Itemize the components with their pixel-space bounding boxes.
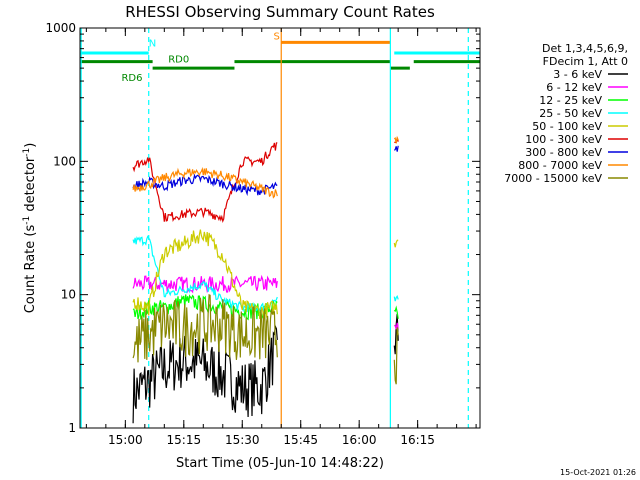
plot-frame: [79, 27, 481, 429]
y-tick-label-0: 1: [68, 421, 76, 435]
legend-entry-2: 12 - 25 keV: [539, 94, 602, 107]
legend-header-0: Det 1,3,4,5,6,9,: [542, 42, 628, 55]
series-group: [132, 135, 399, 424]
x-axis-label: Start Time (05-Jun-10 14:48:22): [176, 456, 384, 471]
series-2-segment-1: [393, 305, 399, 319]
legend-entry-5: 100 - 300 keV: [525, 133, 602, 146]
legend-header-1: FDecim 1, Att 0: [543, 55, 628, 68]
date-stamp: 15-Oct-2021 01:26: [560, 468, 636, 477]
x-tick-label-0: 15:00: [108, 433, 143, 447]
series-7-segment-0: [132, 166, 278, 199]
legend-entry-3: 25 - 50 keV: [539, 107, 602, 120]
legend-entry-4: 50 - 100 keV: [532, 120, 602, 133]
flag-label-n: N: [149, 38, 156, 49]
legend-entry-6: 300 - 800 keV: [525, 146, 602, 159]
y-tick-label-1: 10: [61, 288, 76, 302]
y-tick-label-3: 1000: [45, 21, 76, 35]
series-7-segment-1: [393, 135, 399, 144]
legend-entry-0: 3 - 6 keV: [553, 68, 602, 81]
series-3-segment-1: [393, 294, 399, 302]
series-0-segment-0: [132, 324, 278, 424]
series-4-segment-1: [393, 239, 399, 248]
flag-label-rd0: RD0: [168, 55, 189, 66]
series-5-segment-0: [132, 142, 278, 224]
chart-title: RHESSI Observing Summary Count Rates: [125, 3, 435, 21]
flag-bars: N S RD6 RD0: [80, 31, 480, 84]
series-3-segment-0: [132, 235, 278, 313]
series-1-segment-1: [393, 322, 399, 330]
legend-entry-7: 800 - 7000 keV: [518, 159, 602, 172]
x-tick-label-2: 15:30: [225, 433, 260, 447]
axes: 15:00 15:15 15:30 15:45 16:00 16:15 1 10 100 1000: [45, 21, 480, 447]
y-tick-label-2: 100: [53, 154, 76, 168]
legend-entry-1: 6 - 12 keV: [546, 81, 602, 94]
y-axis-label: Count Rate (s-1 detector-1): [22, 143, 38, 314]
x-tick-label-5: 16:15: [400, 433, 435, 447]
x-tick-label-1: 15:15: [167, 433, 202, 447]
series-6-segment-1: [393, 145, 399, 152]
series-8-segment-0: [132, 294, 278, 363]
legend: Det 1,3,4,5,6,9,FDecim 1, Att 03 - 6 keV…: [504, 42, 628, 185]
legend-entry-8: 7000 - 15000 keV: [504, 172, 602, 185]
flag-label-s: S: [273, 31, 279, 42]
flag-label-rd6: RD6: [121, 73, 142, 84]
series-6-segment-0: [132, 173, 278, 197]
flag-vlines: [80, 28, 469, 428]
series-8-segment-1: [393, 327, 399, 385]
x-tick-label-3: 15:45: [283, 433, 318, 447]
x-tick-label-4: 16:00: [342, 433, 377, 447]
